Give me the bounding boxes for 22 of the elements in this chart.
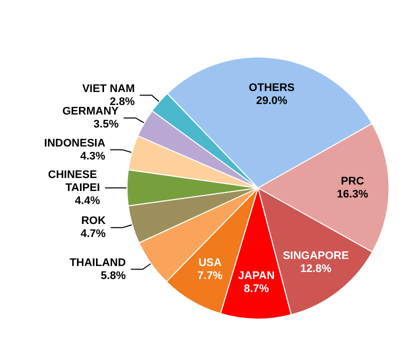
data-label: 8.7% [244, 282, 270, 295]
data-label: 16.3% [336, 188, 368, 200]
slice-label: USA [198, 256, 222, 269]
data-label: 3.5% [94, 118, 119, 130]
data-label: 2.8% [110, 96, 135, 108]
data-label: 12.8% [300, 263, 332, 276]
slice-label: OTHERS [248, 82, 295, 94]
slice-label: JAPAN [238, 270, 275, 282]
slice-label: CHINESE TAIPEI [48, 168, 100, 194]
slice-label: THAILAND [70, 256, 126, 269]
slice-label: SINGAPORE [282, 250, 349, 262]
slice-label: INDONESIA [44, 137, 106, 150]
slice-label: VIET NAM [82, 82, 135, 95]
data-label: 4.7% [80, 228, 106, 240]
data-label: 4.3% [80, 150, 106, 162]
slice-label: ROK [81, 215, 106, 228]
data-label: 7.7% [198, 270, 223, 282]
data-label: 4.4% [74, 194, 100, 207]
data-label: 29.0% [256, 95, 288, 107]
slice-label: PRC [340, 175, 364, 188]
slice-label: GERMANY [62, 105, 120, 118]
data-label: 5.8% [100, 270, 126, 282]
